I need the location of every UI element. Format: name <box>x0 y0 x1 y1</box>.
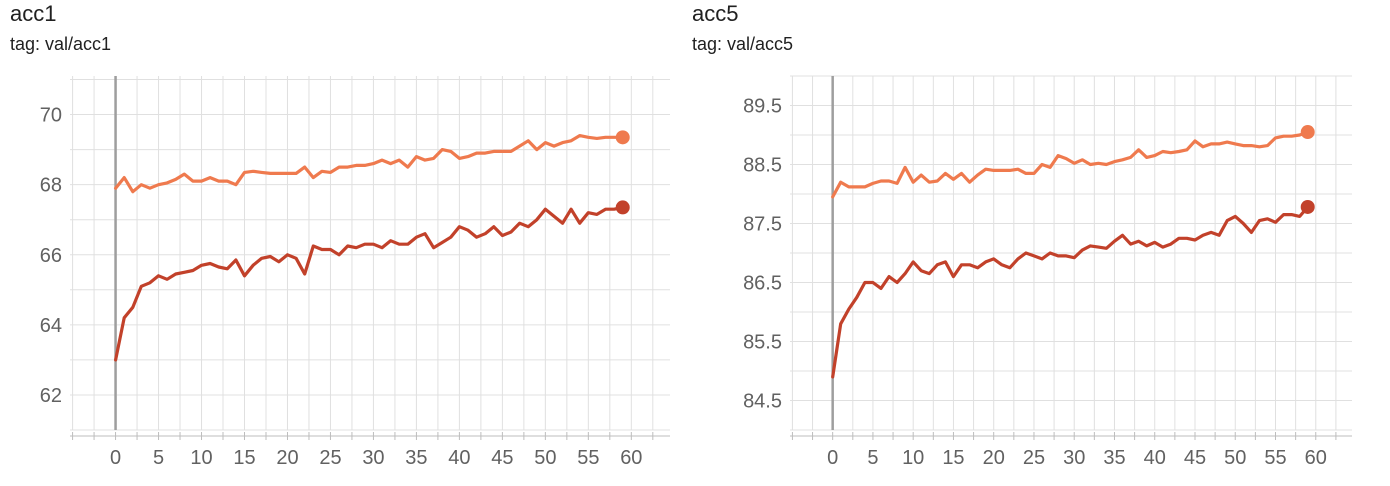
x-tick-label: 30 <box>1063 447 1085 469</box>
x-tick-label: 30 <box>362 447 384 469</box>
chart-title: acc5 <box>692 1 739 26</box>
series-end-point-1[interactable] <box>615 200 630 215</box>
grid-lines <box>70 76 670 431</box>
y-tick-label: 62 <box>40 385 62 407</box>
tag-prefix: tag: <box>692 34 723 54</box>
y-tick-label: 64 <box>40 315 62 337</box>
series-line-0[interactable] <box>113 134 625 194</box>
tag-value: val/acc1 <box>45 34 112 54</box>
y-tick-label: 84.5 <box>743 391 782 413</box>
grid-lines <box>790 75 1352 431</box>
x-tick-label: 60 <box>620 447 642 469</box>
x-tick-label: 25 <box>1023 447 1045 469</box>
tag-prefix: tag: <box>10 34 41 54</box>
x-tick-label: 50 <box>1224 447 1246 469</box>
chart-tag: tag: val/acc5 <box>692 32 793 56</box>
x-tick-label: 35 <box>405 447 427 469</box>
x-tick-label: 40 <box>1144 447 1166 469</box>
series-line-1[interactable] <box>831 205 1310 379</box>
y-tick-label: 87.5 <box>743 214 782 236</box>
y-tick-label: 88.5 <box>743 155 782 177</box>
series-end-point-0[interactable] <box>615 130 630 145</box>
acc1-line-chart[interactable]: 62 64 66 68 70 0 5 10 15 20 25 30 35 40 45 50 55 60 <box>0 0 690 486</box>
x-tick-label: 45 <box>491 447 513 469</box>
series-end-point-0[interactable] <box>1300 125 1315 140</box>
series-end-point-1[interactable] <box>1300 199 1315 214</box>
chart-card-acc5: acc5 tag: val/acc5 84.5 85.5 86.5 87.5 88.5 89… <box>690 0 1390 486</box>
x-tick-label: 60 <box>1305 447 1327 469</box>
y-tick-label: 70 <box>40 105 62 127</box>
tag-value: val/acc5 <box>727 34 794 54</box>
acc5-line-chart[interactable]: 84.5 85.5 86.5 87.5 88.5 89.5 0 5 10 15 20 25 30 35 40… <box>690 0 1390 486</box>
x-tick-label: 55 <box>1264 447 1286 469</box>
series-line-0[interactable] <box>831 130 1310 199</box>
x-tick-label: 15 <box>942 447 964 469</box>
series-line-1[interactable] <box>113 205 625 362</box>
y-tick-label: 86.5 <box>743 273 782 295</box>
x-tick-label: 25 <box>319 447 341 469</box>
x-tick-label: 35 <box>1103 447 1125 469</box>
x-tick-label: 20 <box>276 447 298 469</box>
x-tick-label: 10 <box>902 447 924 469</box>
x-tick-label: 55 <box>577 447 599 469</box>
chart-tag: tag: val/acc1 <box>10 32 111 56</box>
y-tick-label: 66 <box>40 245 62 267</box>
x-tick-label: 50 <box>534 447 556 469</box>
x-tick-label: 5 <box>867 447 878 469</box>
y-tick-label: 85.5 <box>743 332 782 354</box>
x-tick-label: 0 <box>827 447 838 469</box>
chart-title: acc1 <box>10 1 57 26</box>
x-tick-label: 15 <box>233 447 255 469</box>
x-tick-label: 5 <box>153 447 164 469</box>
y-tick-label: 68 <box>40 175 62 197</box>
x-tick-label: 0 <box>110 447 121 469</box>
y-tick-label: 89.5 <box>743 96 782 118</box>
x-tick-label: 20 <box>983 447 1005 469</box>
x-tick-label: 40 <box>448 447 470 469</box>
x-tick-label: 45 <box>1184 447 1206 469</box>
chart-card-acc1: acc1 tag: val/acc1 62 64 66 68 70 0 5 10 15 20 25 30… <box>0 0 690 486</box>
x-tick-label: 10 <box>190 447 212 469</box>
